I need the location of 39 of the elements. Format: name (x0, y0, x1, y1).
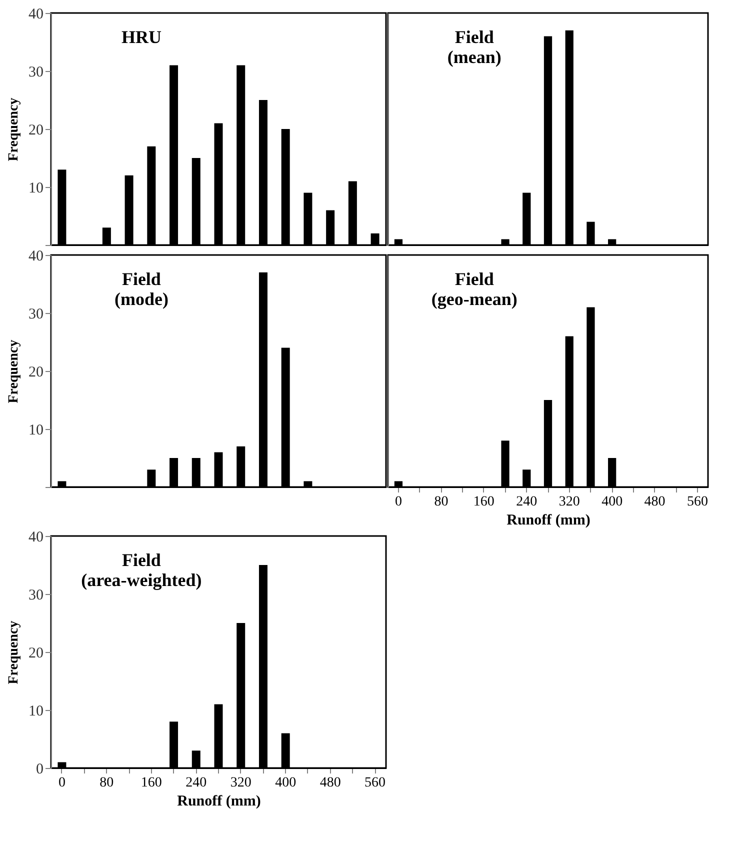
y-tick-label: 20 (28, 364, 44, 380)
x-tick-label: 480 (644, 494, 666, 510)
y-tick-label: 10 (28, 180, 44, 196)
x-tick-label: 240 (516, 494, 538, 510)
annotation: Field (mean) (447, 27, 502, 67)
x-tick-label: 0 (394, 494, 402, 510)
x-tick-label: 0 (58, 776, 66, 790)
x-tick-label: 320 (558, 494, 580, 510)
y-axis-title: Frequency (6, 620, 22, 684)
x-tick-label: 560 (364, 776, 386, 790)
y-axis-title: Frequency (6, 98, 22, 162)
x-tick-label: 560 (687, 494, 708, 510)
annotation: Field (geo-mean) (431, 269, 518, 309)
y-tick-label: 30 (28, 64, 44, 80)
annotation: Field (area-weighted) (81, 550, 202, 590)
y-tick-label: 40 (28, 530, 44, 546)
x-tick-label: 480 (320, 776, 341, 790)
x-tick-label: 320 (230, 776, 252, 790)
x-axis-title: Runoff (mm) (177, 794, 261, 810)
x-tick-label: 400 (275, 776, 296, 790)
y-tick-label: 10 (28, 422, 44, 438)
y-tick-label: 10 (28, 704, 44, 720)
y-tick-label: 30 (28, 306, 44, 322)
x-tick-label: 80 (100, 776, 114, 790)
x-tick-label: 160 (473, 494, 494, 510)
x-tick-label: 160 (140, 776, 162, 790)
x-tick-label: 240 (186, 776, 207, 790)
x-tick-label: 80 (434, 494, 448, 510)
y-tick-label: 20 (28, 122, 44, 138)
annotation: Field (mode) (114, 269, 168, 309)
y-tick-label: 20 (28, 646, 44, 662)
y-tick-label: 0 (36, 762, 44, 778)
y-tick-label: 30 (28, 588, 44, 604)
y-tick-label: 40 (28, 248, 44, 264)
x-axis-title: Runoff (mm) (506, 512, 590, 528)
y-tick-label: 40 (28, 6, 44, 22)
y-axis-title: Frequency (6, 340, 22, 404)
x-tick-label: 400 (602, 494, 623, 510)
annotation: HRU (121, 27, 162, 47)
